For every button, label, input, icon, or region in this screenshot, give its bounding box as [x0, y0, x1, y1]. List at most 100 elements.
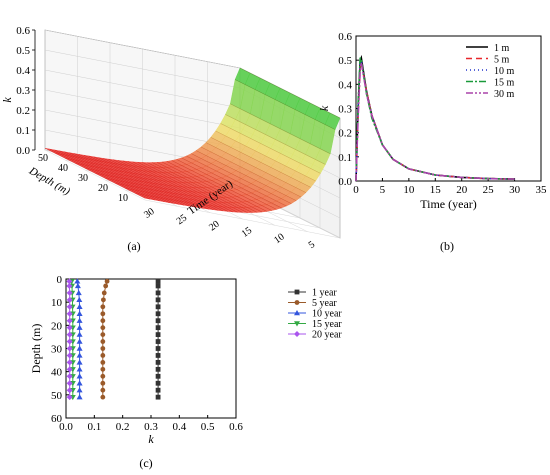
time-tick-label: 10 — [272, 231, 287, 246]
depth-tick-label: 10 — [118, 193, 128, 204]
marker-triangle-up — [76, 310, 83, 316]
marker-diamond — [66, 394, 73, 401]
z-tick-label: 0.2 — [16, 105, 30, 117]
z-tick-label: 0.6 — [16, 25, 30, 37]
x-axis-label: Time (year) — [420, 197, 477, 211]
x-tick-label: 25 — [483, 184, 495, 196]
marker-triangle-up — [76, 338, 83, 344]
marker-square — [155, 380, 161, 386]
mesh-line — [186, 155, 287, 207]
marker-square — [155, 360, 161, 365]
marker-circle — [100, 387, 106, 393]
mesh-line — [74, 153, 175, 204]
z-tick-label: 0.0 — [16, 145, 30, 157]
mesh-line — [157, 162, 258, 213]
marker-triangle-up — [74, 278, 81, 284]
y-tick-label: 20 — [51, 320, 63, 332]
depth-tick-label: 50 — [38, 153, 48, 164]
mesh-line — [210, 137, 311, 188]
marker-square — [155, 278, 161, 284]
floor-grid-line — [144, 199, 341, 239]
y-axis-label: k — [317, 105, 331, 111]
marker-triangle-up — [76, 303, 83, 309]
plot-frame — [65, 278, 237, 419]
panel-c-profile-chart: 0.0 0.1 0.2 0.3 0.4 0.5 0.6 0 10 20 30 40 50 60 k Depth… — [29, 274, 342, 446]
marker-square — [155, 311, 161, 317]
mesh-line — [196, 150, 297, 201]
panel-label-b: (b) — [440, 239, 454, 253]
time-tick-label: 15 — [240, 225, 255, 240]
mesh-line — [152, 162, 253, 213]
x-tick-label: 20 — [456, 184, 468, 196]
z-tick-label: 0.4 — [16, 65, 30, 77]
x-tick-label: 10 — [403, 184, 415, 196]
x-tick-label: 35 — [536, 184, 548, 196]
mesh-line — [127, 161, 228, 212]
marker-diamond — [66, 296, 73, 303]
legend-label: 10 year — [312, 309, 342, 320]
mesh-line — [191, 153, 292, 204]
marker-diamond — [66, 282, 73, 289]
mesh-line — [49, 148, 150, 200]
mesh-line — [230, 103, 331, 154]
legend-label: 5 m — [494, 55, 510, 66]
marker-square — [155, 304, 161, 310]
marker-diamond — [66, 310, 73, 317]
surface-cell — [324, 112, 341, 130]
marker-diamond — [66, 387, 73, 394]
marker-circle — [100, 339, 106, 344]
mesh-line — [118, 160, 219, 211]
surface-mesh — [44, 67, 341, 213]
z-tick-label: 0.3 — [16, 85, 30, 97]
marker-diamond — [66, 324, 73, 331]
panel-label-c: (c) — [139, 456, 152, 470]
marker-circle — [100, 304, 106, 310]
marker-diamond — [66, 345, 73, 352]
mesh-line — [93, 156, 194, 208]
x-tick-label: 0.2 — [116, 421, 130, 433]
floor-grid-line — [44, 149, 146, 201]
marker-triangle-up — [76, 373, 83, 379]
marker-triangle-up — [75, 289, 82, 296]
x-tick-label: 0 — [353, 184, 359, 196]
marker-square — [155, 283, 161, 289]
marker-square — [155, 318, 161, 324]
marker-triangle-up — [294, 310, 300, 316]
y-tick-label: 60 — [51, 413, 63, 425]
mesh-line — [132, 161, 233, 213]
marker-square — [294, 289, 300, 295]
marker-triangle-up — [76, 324, 83, 330]
x-axis-label: k — [148, 432, 154, 446]
marker-square — [155, 332, 161, 337]
y-tick-label: 0 — [57, 274, 63, 286]
mesh-line — [108, 158, 209, 210]
legend-label: 1 m — [494, 43, 510, 54]
marker-diamond — [66, 289, 73, 296]
time-tick-label: 5 — [307, 239, 317, 251]
marker-square — [155, 353, 161, 358]
mesh-line — [161, 161, 263, 213]
marker-triangle-up — [76, 359, 83, 365]
series-line — [355, 59, 515, 182]
series-line — [355, 57, 515, 182]
y-tick-label: 0.1 — [338, 152, 352, 164]
marker-triangle-up — [76, 352, 83, 358]
depth-tick-label: 30 — [78, 173, 88, 184]
marker-circle — [100, 366, 106, 372]
y-tick-label: 50 — [51, 390, 63, 402]
legend-label: 30 m — [494, 89, 515, 100]
mesh-line — [54, 149, 155, 201]
marker-diamond — [66, 352, 73, 359]
marker-triangle-up — [76, 296, 83, 303]
y-tick-label: 30 — [51, 344, 63, 356]
marker-circle — [103, 283, 109, 289]
x-tick-label: 30 — [509, 184, 521, 196]
mesh-line — [83, 155, 185, 206]
y-tick-label: 0.6 — [338, 31, 352, 43]
marker-circle — [100, 380, 106, 386]
time-tick-label: 25 — [175, 212, 190, 227]
mesh-line — [64, 151, 165, 202]
mesh-line — [69, 152, 170, 203]
marker-triangle-up — [76, 345, 83, 351]
